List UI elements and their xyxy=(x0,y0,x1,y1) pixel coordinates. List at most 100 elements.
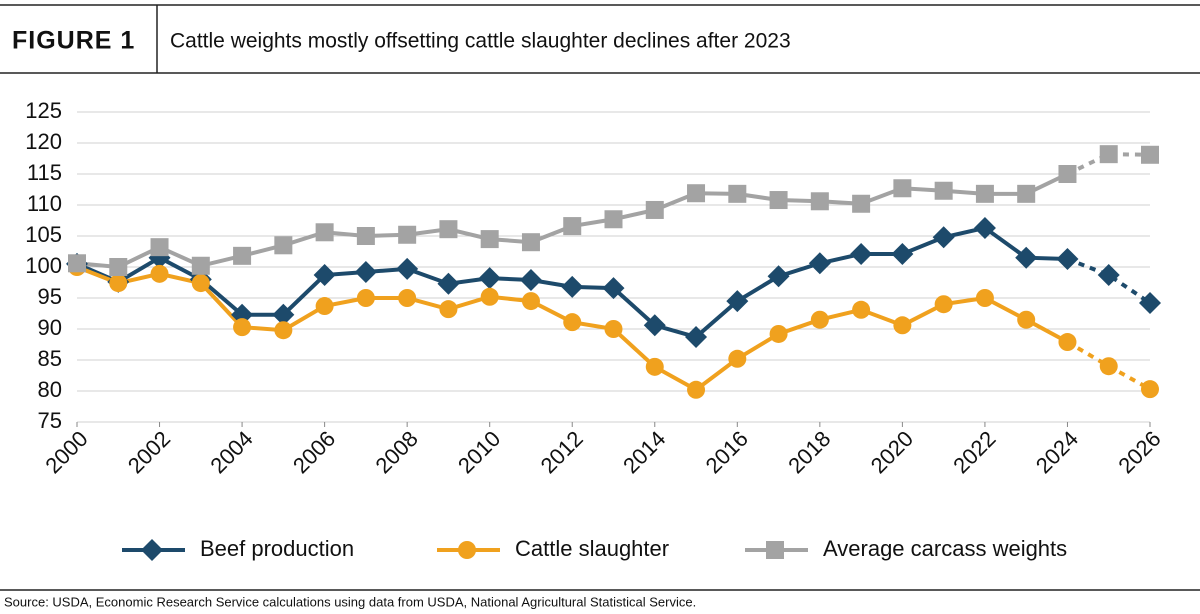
marker-square xyxy=(398,225,417,244)
marker-circle xyxy=(150,264,169,283)
marker-circle xyxy=(233,318,252,337)
legend-marker xyxy=(458,541,476,559)
marker-square xyxy=(274,236,293,255)
marker-circle xyxy=(687,380,706,399)
marker-square xyxy=(521,233,540,252)
x-tick-label: 2018 xyxy=(783,426,835,478)
x-tick-label: 2012 xyxy=(536,426,588,478)
marker-square xyxy=(728,184,747,203)
marker-diamond xyxy=(726,290,749,313)
y-tick-label: 120 xyxy=(25,129,62,154)
marker-diamond xyxy=(519,269,542,292)
marker-square xyxy=(810,192,829,211)
marker-circle xyxy=(852,300,871,319)
y-tick-label: 100 xyxy=(25,253,62,278)
y-tick-label: 115 xyxy=(27,160,62,185)
marker-circle xyxy=(1017,310,1036,329)
marker-diamond xyxy=(1139,291,1161,314)
figure-label: FIGURE 1 xyxy=(12,27,135,55)
marker-square xyxy=(687,184,706,203)
marker-diamond xyxy=(1097,264,1120,287)
line-projected xyxy=(1066,340,1151,391)
marker-diamond xyxy=(643,314,666,337)
marker-square xyxy=(315,223,334,242)
marker-square xyxy=(645,200,664,219)
marker-diamond xyxy=(437,272,460,295)
marker-diamond xyxy=(272,303,295,326)
legend-marker xyxy=(766,541,784,559)
x-tick-label: 2010 xyxy=(453,426,505,478)
x-tick-label: 2014 xyxy=(618,426,670,478)
marker-circle xyxy=(274,321,293,340)
y-tick-label: 125 xyxy=(25,98,62,123)
marker-diamond xyxy=(1015,246,1038,269)
marker-circle xyxy=(645,357,664,376)
marker-square xyxy=(439,220,458,239)
marker-circle xyxy=(975,289,994,307)
x-tick-label: 2022 xyxy=(948,426,1000,478)
marker-diamond xyxy=(1056,247,1079,270)
line-projected xyxy=(1066,257,1152,305)
chart-title: Cattle weights mostly offsetting cattle … xyxy=(170,30,791,53)
legend-marker xyxy=(141,539,163,561)
marker-circle xyxy=(439,300,458,319)
marker-square xyxy=(852,194,871,213)
marker-circle xyxy=(893,316,912,335)
marker-circle xyxy=(315,297,334,316)
marker-circle xyxy=(521,292,540,311)
legend-label: Cattle slaughter xyxy=(515,536,669,561)
marker-square xyxy=(233,246,252,265)
marker-square xyxy=(109,258,128,276)
marker-diamond xyxy=(561,275,584,298)
marker-diamond xyxy=(148,246,171,269)
x-tick-label: 2000 xyxy=(40,426,92,478)
marker-diamond xyxy=(396,257,419,280)
marker-circle xyxy=(1058,333,1077,352)
x-tick-label: 2006 xyxy=(288,426,340,478)
source-note: Source: USDA, Economic Research Service … xyxy=(4,594,696,609)
marker-square xyxy=(934,181,953,200)
marker-square xyxy=(1058,165,1077,183)
marker-square xyxy=(975,184,994,203)
marker-diamond xyxy=(313,264,336,287)
marker-circle xyxy=(604,320,623,338)
marker-square xyxy=(480,230,499,249)
y-tick-label: 90 xyxy=(38,315,62,340)
marker-diamond xyxy=(891,242,914,265)
marker-diamond xyxy=(767,265,790,288)
marker-square xyxy=(604,210,623,229)
marker-square xyxy=(1099,145,1118,164)
marker-square xyxy=(769,191,788,210)
marker-circle xyxy=(109,274,128,293)
marker-diamond xyxy=(478,267,501,290)
marker-square xyxy=(893,179,912,198)
y-tick-label: 75 xyxy=(38,408,62,433)
marker-square xyxy=(191,256,210,275)
marker-diamond xyxy=(850,242,873,265)
y-tick-label: 105 xyxy=(25,222,62,247)
marker-square xyxy=(563,217,582,236)
marker-diamond xyxy=(354,260,377,283)
marker-circle xyxy=(934,295,953,314)
x-tick-label: 2026 xyxy=(1113,426,1165,478)
marker-circle xyxy=(1141,380,1159,399)
y-tick-label: 95 xyxy=(38,284,62,309)
y-tick-label: 85 xyxy=(38,346,62,371)
y-tick-label: 80 xyxy=(38,377,62,402)
marker-diamond xyxy=(602,277,625,300)
marker-circle xyxy=(356,289,375,307)
marker-square xyxy=(356,227,375,245)
y-tick-label: 110 xyxy=(27,191,62,216)
marker-diamond xyxy=(685,326,708,349)
x-tick-label: 2008 xyxy=(371,426,423,478)
marker-square xyxy=(68,254,86,273)
marker-diamond xyxy=(932,226,955,249)
legend-label: Beef production xyxy=(200,536,354,561)
marker-circle xyxy=(191,274,210,293)
marker-circle xyxy=(1099,357,1118,376)
marker-circle xyxy=(563,313,582,332)
marker-circle xyxy=(480,287,499,306)
marker-diamond xyxy=(973,216,996,239)
x-tick-label: 2020 xyxy=(866,426,918,478)
